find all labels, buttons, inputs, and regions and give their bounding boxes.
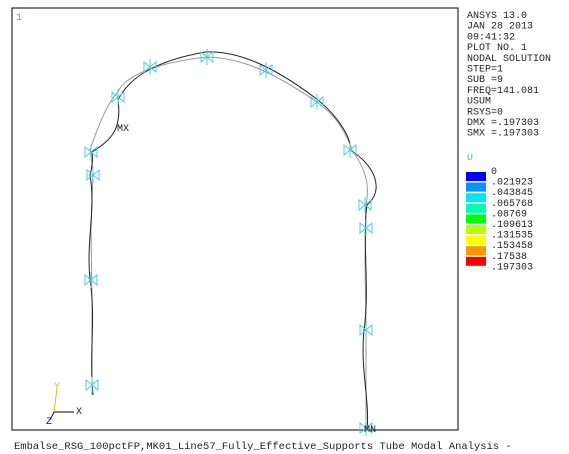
legend-value: .17538 bbox=[491, 252, 527, 263]
support bbox=[143, 59, 157, 75]
info-line: JAN 28 2013 bbox=[467, 22, 533, 33]
min-marker: MN bbox=[364, 425, 376, 436]
legend-value: .08769 bbox=[491, 209, 527, 220]
legend-value: .197303 bbox=[491, 262, 533, 273]
supports bbox=[84, 49, 373, 436]
info-line: USUM bbox=[467, 97, 491, 108]
legend-swatch bbox=[466, 235, 486, 245]
deformed-shape bbox=[88, 51, 377, 431]
axis-x-label: X bbox=[76, 407, 82, 418]
legend-swatch bbox=[466, 172, 486, 181]
legend-value: .153458 bbox=[491, 241, 533, 252]
legend-swatch bbox=[466, 193, 486, 203]
info-line: ANSYS 13.0 bbox=[467, 11, 527, 22]
legend-swatch bbox=[466, 182, 486, 192]
axis-y bbox=[53, 387, 58, 413]
support bbox=[86, 167, 100, 183]
legend-swatch bbox=[466, 203, 486, 213]
undeformed-shape bbox=[89, 56, 368, 430]
legend-title: U bbox=[467, 153, 473, 164]
axis-z bbox=[49, 411, 55, 421]
info-line: DMX =.197303 bbox=[467, 118, 539, 129]
plot-area bbox=[11, 7, 459, 431]
support bbox=[259, 62, 273, 78]
window-number: 1 bbox=[16, 13, 22, 24]
support bbox=[359, 322, 373, 338]
info-line: 09:41:32 bbox=[467, 32, 515, 43]
legend-value: .131535 bbox=[491, 231, 533, 242]
axis-y-label: Y bbox=[54, 382, 60, 393]
support bbox=[84, 272, 98, 288]
legend-swatch bbox=[466, 214, 486, 224]
legend-value: 0 bbox=[491, 167, 497, 178]
support bbox=[343, 142, 357, 158]
legend-swatch bbox=[466, 225, 486, 234]
support bbox=[310, 94, 324, 110]
info-line: SMX =.197303 bbox=[467, 129, 539, 140]
info-line: FREQ=141.081 bbox=[467, 86, 539, 97]
support bbox=[84, 144, 98, 160]
info-line: NODAL SOLUTION bbox=[467, 54, 551, 65]
info-line: SUB =9 bbox=[467, 75, 503, 86]
support bbox=[359, 420, 373, 436]
max-marker: MX bbox=[117, 124, 129, 135]
support bbox=[111, 89, 125, 105]
legend-value: .021923 bbox=[491, 178, 533, 189]
legend-value: .109613 bbox=[491, 220, 533, 231]
support bbox=[358, 197, 372, 213]
info-line: STEP=1 bbox=[467, 65, 503, 76]
info-line: RSYS=0 bbox=[467, 107, 503, 118]
axis-z-label: Z bbox=[46, 417, 52, 428]
legend-swatch bbox=[466, 256, 486, 266]
legend-swatch bbox=[466, 246, 486, 256]
support bbox=[85, 377, 99, 393]
footer: Embalse_RSG_100pctFP,MK01_Line57_Fully_E… bbox=[14, 441, 512, 453]
legend-value: .043845 bbox=[491, 188, 533, 199]
legend-value: .065768 bbox=[491, 199, 533, 210]
support bbox=[200, 49, 214, 65]
info-line: PLOT NO. 1 bbox=[467, 43, 527, 54]
support bbox=[359, 220, 373, 236]
legend: 0.021923.043845.065768.08769.109613.1315… bbox=[466, 167, 533, 273]
